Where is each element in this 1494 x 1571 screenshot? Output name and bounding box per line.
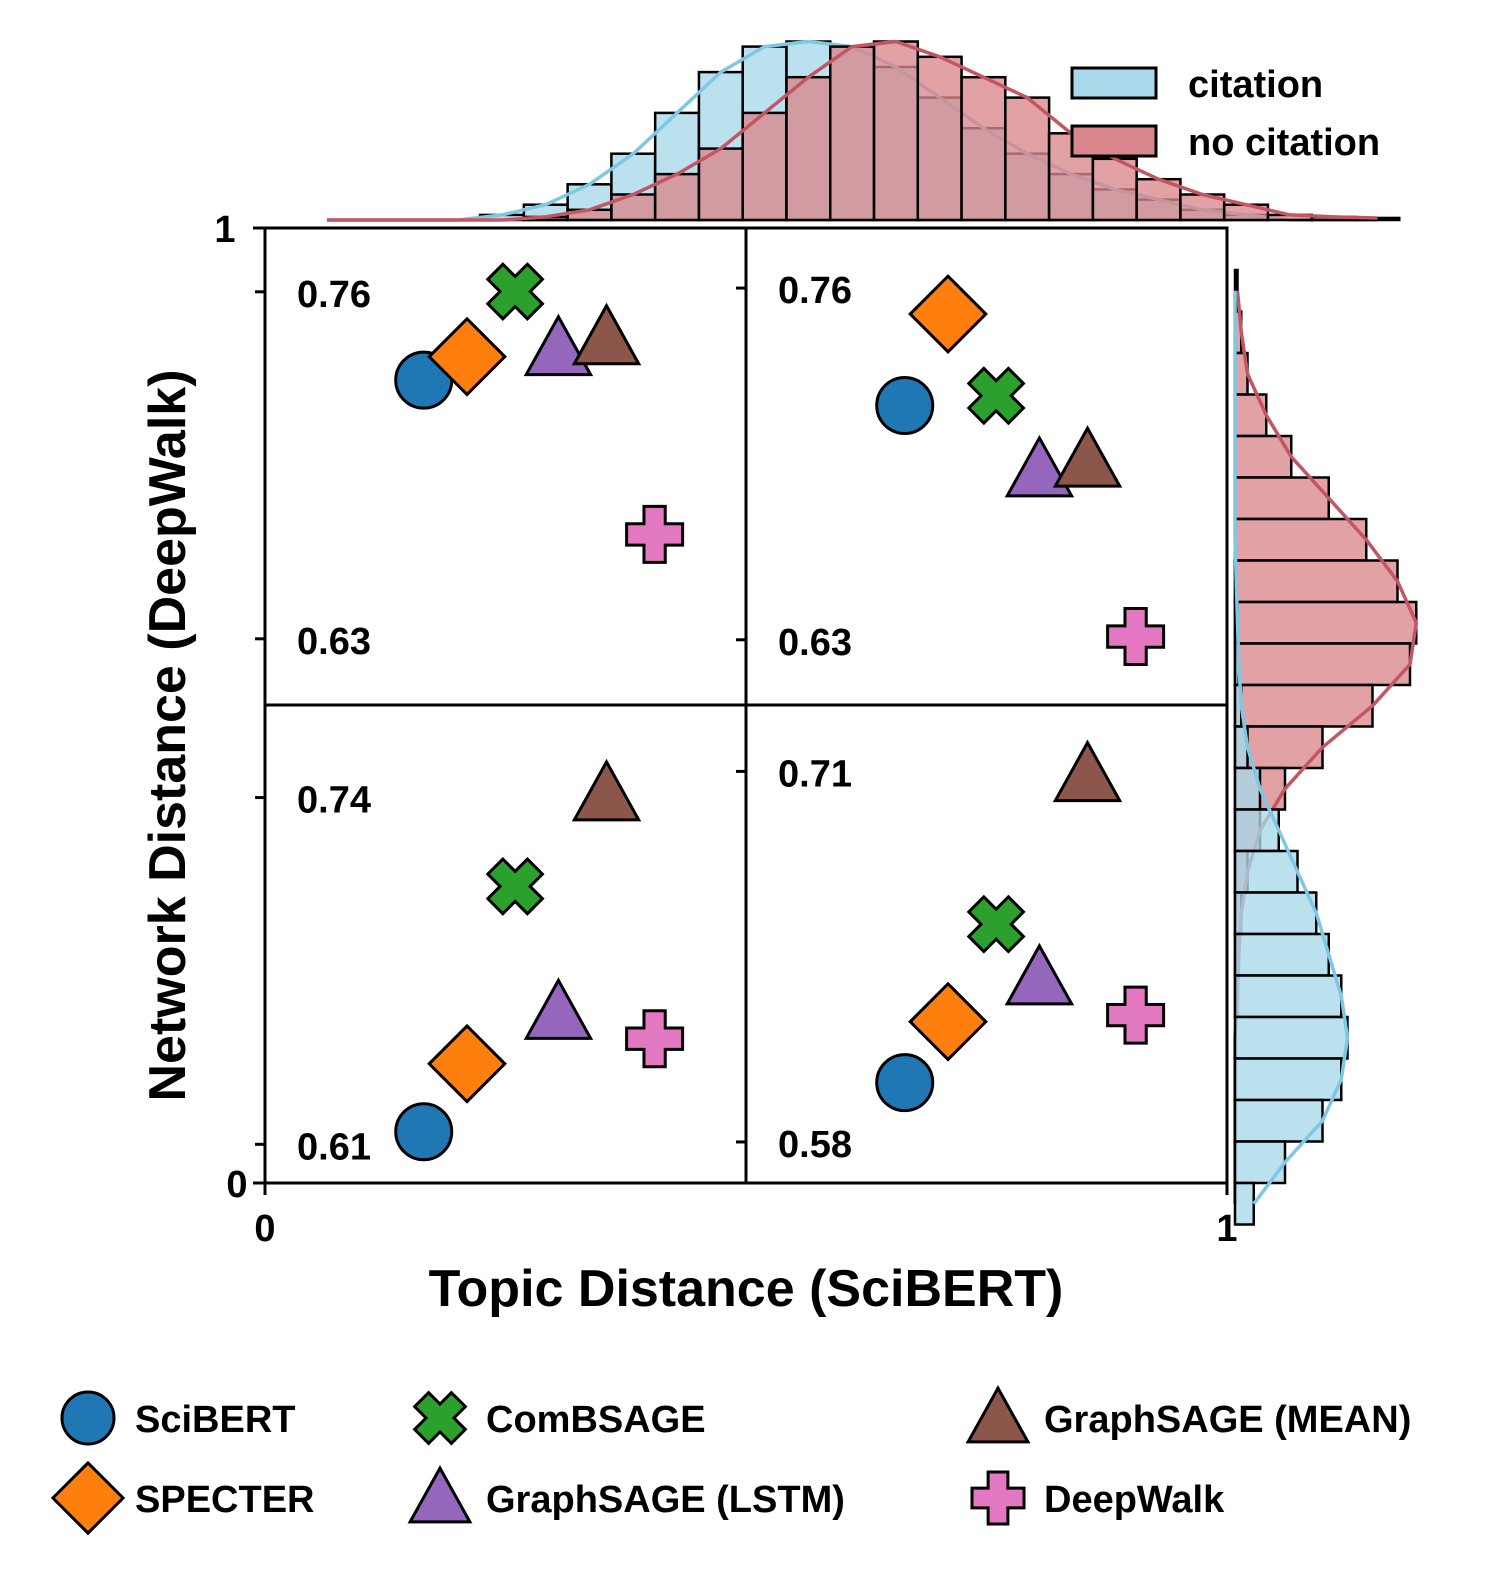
point-graphsage_mean: [571, 302, 642, 366]
hist-legend-swatch: [1070, 124, 1158, 158]
kde-curve: [1233, 290, 1350, 1205]
point-combsage: [966, 894, 1026, 954]
histogram-bar: [1233, 849, 1299, 894]
kde-curve: [326, 39, 1378, 222]
point-combsage: [966, 366, 1026, 426]
point-scibert: [394, 1102, 454, 1162]
legend-label-combsage: ComBSAGE: [486, 1399, 706, 1441]
point-specter: [427, 1023, 507, 1104]
y-axis-title: Network Distance (DeepWalk): [139, 369, 197, 1101]
legend-label-graphsage_mean: GraphSAGE (MEAN): [1044, 1399, 1411, 1441]
point-specter: [908, 274, 988, 354]
point-graphsage_lstm: [1004, 942, 1075, 1006]
legend-item-graphsage_mean: GraphSAGE (MEAN): [965, 1385, 1411, 1444]
x-tick-label: 0: [254, 1208, 275, 1250]
legend-item-deepwalk: DeepWalk: [970, 1470, 1225, 1526]
axes: 0 1 0 1 Topic Distance (SciBERT) Network Dist…: [139, 209, 1238, 1318]
legend-marker-deepwalk: [970, 1470, 1026, 1526]
point-deepwalk: [625, 504, 685, 564]
histogram-bar: [1233, 683, 1374, 728]
legend-label-specter: SPECTER: [135, 1479, 314, 1521]
point-graphsage_lstm: [523, 313, 594, 377]
x-axis-title: Topic Distance (SciBERT): [429, 1260, 1064, 1318]
point-graphsage_mean: [571, 758, 642, 822]
histogram-bar: [960, 75, 1007, 222]
histogram-bar: [1233, 1015, 1349, 1060]
y-tick-label: 1: [214, 209, 235, 251]
point-scibert: [875, 1053, 935, 1113]
legend-marker-combsage: [412, 1390, 468, 1446]
histogram-bar: [1233, 891, 1318, 936]
point-specter: [908, 981, 988, 1062]
x-tick-label: 1: [1216, 1208, 1237, 1250]
histogram-bar: [1233, 974, 1343, 1019]
point-specter: [427, 316, 507, 397]
histogram-bar: [872, 40, 920, 222]
marginal-y-citation: [1233, 290, 1350, 1226]
hist-legend-swatch: [1070, 66, 1158, 100]
panel-y-tick-label: 0.63: [778, 622, 852, 664]
legend-item-combsage: ComBSAGE: [412, 1390, 706, 1446]
panel-top-right: 0.76 0.63: [736, 270, 1166, 667]
point-deepwalk: [1106, 985, 1166, 1045]
panel-y-tick-label: 0.71: [778, 753, 852, 795]
legend-label-graphsage_lstm: GraphSAGE (LSTM): [486, 1479, 845, 1521]
panel-y-tick-label: 0.76: [778, 270, 852, 312]
marginal-y-histogram: [1233, 268, 1419, 1226]
histogram-bar: [785, 75, 832, 222]
histogram-bar: [741, 111, 788, 222]
histogram-bar: [1091, 157, 1138, 222]
marginal-x-histogram: [326, 39, 1401, 222]
histogram-bar: [1233, 1140, 1287, 1185]
histogram-bar: [1233, 600, 1418, 645]
point-deepwalk: [1106, 607, 1166, 667]
histogram-bar: [1233, 1181, 1255, 1226]
scatter-points: 0.76 0.63 0.76 0.63 0.74 0.61 0.71 0.58: [255, 262, 1166, 1168]
panel-bottom-left: 0.74 0.61: [255, 758, 685, 1168]
panel-y-tick-label: 0.61: [297, 1126, 371, 1168]
panel-bottom-right: 0.71 0.58: [736, 739, 1166, 1166]
point-deepwalk: [625, 1009, 685, 1069]
point-graphsage_mean: [1052, 739, 1123, 803]
legend-marker-graphsage_lstm: [407, 1465, 473, 1524]
point-graphsage_lstm: [1004, 434, 1075, 498]
model-legend: SciBERT SPECTER ComBSAGE GraphSAGE (LSTM) Gr…: [50, 1385, 1411, 1536]
panel-y-tick-label: 0.63: [297, 621, 371, 663]
histogram-legend: citation no citation: [1070, 64, 1380, 164]
panel-top-left: 0.76 0.63: [255, 262, 685, 663]
legend-marker-specter: [50, 1460, 126, 1536]
histogram-bar: [1004, 96, 1051, 222]
histogram-bar: [1233, 1057, 1343, 1102]
histogram-bar: [1233, 642, 1412, 687]
legend-label-scibert: SciBERT: [135, 1399, 295, 1441]
histogram-bar: [1233, 559, 1399, 604]
histogram-bar: [916, 55, 963, 222]
legend-item-graphsage_lstm: GraphSAGE (LSTM): [407, 1465, 845, 1524]
marginal-x-no-citation: [326, 39, 1401, 222]
main-plot-frame: [263, 226, 1229, 1185]
hist-legend-label: citation: [1188, 64, 1323, 106]
panel-y-tick-label: 0.76: [297, 274, 371, 316]
point-combsage: [485, 262, 545, 321]
legend-item-specter: SPECTER: [50, 1460, 314, 1536]
y-tick-label: 0: [226, 1164, 247, 1206]
panel-y-tick-label: 0.74: [297, 780, 371, 822]
panel-y-tick-label: 0.58: [778, 1124, 852, 1166]
histogram-bar: [1233, 932, 1330, 977]
point-combsage: [485, 856, 545, 916]
histogram-bar: [829, 45, 876, 222]
point-graphsage_lstm: [523, 977, 594, 1040]
hist-legend-label: no citation: [1188, 122, 1380, 164]
legend-label-deepwalk: DeepWalk: [1044, 1479, 1225, 1521]
point-scibert: [875, 375, 935, 435]
histogram-bar: [1233, 517, 1368, 562]
legend-item-scibert: SciBERT: [60, 1390, 295, 1446]
legend-marker-scibert: [60, 1390, 116, 1446]
legend-marker-graphsage_mean: [965, 1385, 1031, 1444]
point-graphsage_mean: [1052, 425, 1123, 488]
